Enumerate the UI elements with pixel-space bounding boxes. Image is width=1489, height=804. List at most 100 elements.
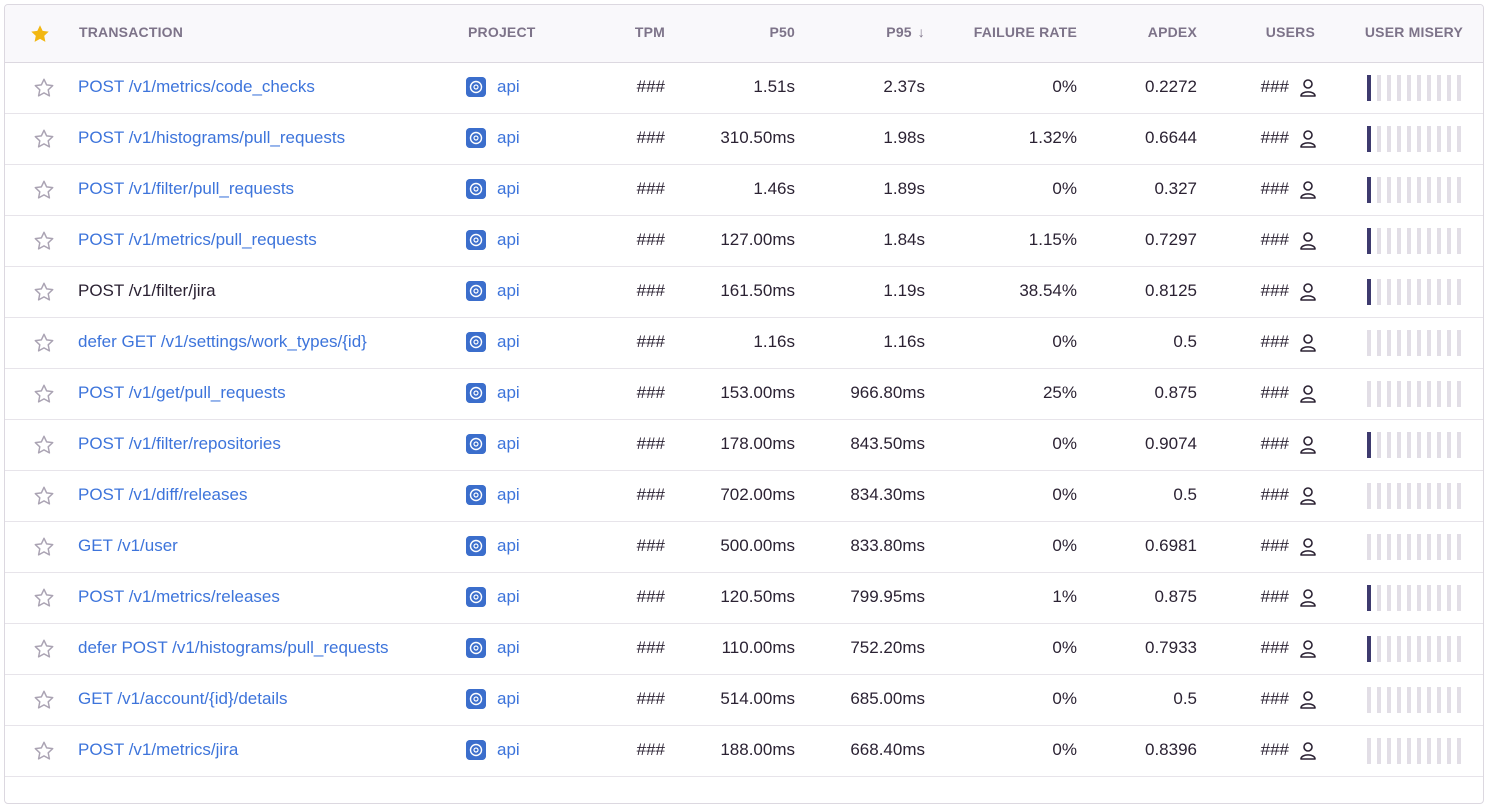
misery-segment xyxy=(1397,687,1401,713)
transaction-link[interactable]: POST /v1/filter/repositories xyxy=(78,434,281,453)
star-outline-icon[interactable] xyxy=(33,128,55,150)
misery-segment xyxy=(1407,75,1411,101)
misery-segment xyxy=(1447,738,1451,764)
failure-rate-value: 0% xyxy=(1052,332,1077,351)
tpm-value: ### xyxy=(636,740,665,759)
project-link[interactable]: api xyxy=(497,383,520,402)
user-misery-bar[interactable] xyxy=(1367,330,1465,356)
transaction-link[interactable]: POST /v1/get/pull_requests xyxy=(78,383,286,402)
project-link[interactable]: api xyxy=(497,587,520,606)
star-outline-icon[interactable] xyxy=(33,485,55,507)
misery-segment xyxy=(1417,738,1421,764)
star-outline-icon[interactable] xyxy=(33,587,55,609)
project-link[interactable]: api xyxy=(497,485,520,504)
star-outline-icon[interactable] xyxy=(33,230,55,252)
misery-segment xyxy=(1427,75,1431,101)
misery-segment xyxy=(1417,483,1421,509)
tpm-value: ### xyxy=(636,485,665,504)
misery-segment xyxy=(1407,738,1411,764)
star-outline-icon[interactable] xyxy=(33,638,55,660)
project-link[interactable]: api xyxy=(497,128,520,147)
user-icon xyxy=(1300,640,1316,658)
misery-segment xyxy=(1427,126,1431,152)
transaction-link[interactable]: POST /v1/metrics/pull_requests xyxy=(78,230,317,249)
user-misery-bar[interactable] xyxy=(1367,126,1465,152)
misery-segment xyxy=(1437,228,1441,254)
transaction-link[interactable]: defer GET /v1/settings/work_types/{id} xyxy=(78,332,367,351)
project-link[interactable]: api xyxy=(497,332,520,351)
header-apdex[interactable]: APDEX xyxy=(1147,24,1197,40)
user-misery-bar[interactable] xyxy=(1367,75,1465,101)
transaction-link[interactable]: POST /v1/histograms/pull_requests xyxy=(78,128,346,147)
project-link[interactable]: api xyxy=(497,281,520,300)
user-misery-bar[interactable] xyxy=(1367,534,1465,560)
project-link[interactable]: api xyxy=(497,77,520,96)
project-link[interactable]: api xyxy=(497,638,520,657)
project-link[interactable]: api xyxy=(497,689,520,708)
table-row: POST /v1/metrics/jira api ### 188.00ms 668.4… xyxy=(5,726,1483,777)
failure-rate-value: 0% xyxy=(1052,77,1077,96)
star-outline-icon[interactable] xyxy=(33,740,55,762)
user-misery-bar[interactable] xyxy=(1367,738,1465,764)
misery-segment xyxy=(1367,330,1371,356)
user-misery-bar[interactable] xyxy=(1367,687,1465,713)
misery-segment xyxy=(1427,483,1431,509)
project-link[interactable]: api xyxy=(497,434,520,453)
misery-segment xyxy=(1457,75,1461,101)
misery-segment xyxy=(1427,381,1431,407)
project-link[interactable]: api xyxy=(497,179,520,198)
header-tpm[interactable]: TPM xyxy=(634,24,665,40)
star-outline-icon[interactable] xyxy=(33,383,55,405)
project-link[interactable]: api xyxy=(497,230,520,249)
transaction-link[interactable]: GET /v1/account/{id}/details xyxy=(78,689,288,708)
star-outline-icon[interactable] xyxy=(33,536,55,558)
transaction-link[interactable]: POST /v1/diff/releases xyxy=(78,485,248,504)
transaction-link[interactable]: POST /v1/filter/jira xyxy=(78,281,216,300)
apdex-value: 0.5 xyxy=(1173,332,1197,351)
header-users[interactable]: USERS xyxy=(1265,24,1315,40)
misery-segment xyxy=(1367,483,1371,509)
misery-segment xyxy=(1447,75,1451,101)
header-project[interactable]: PROJECT xyxy=(468,24,536,40)
header-p95[interactable]: P95 ↓ xyxy=(805,5,925,62)
project-link[interactable]: api xyxy=(497,536,520,555)
star-outline-icon[interactable] xyxy=(33,434,55,456)
star-outline-icon[interactable] xyxy=(33,77,55,99)
user-misery-bar[interactable] xyxy=(1367,585,1465,611)
user-misery-bar[interactable] xyxy=(1367,228,1465,254)
header-p50[interactable]: P50 xyxy=(769,24,795,40)
star-outline-icon[interactable] xyxy=(33,179,55,201)
transaction-link[interactable]: defer POST /v1/histograms/pull_requests xyxy=(78,638,389,657)
misery-segment xyxy=(1417,381,1421,407)
project-platform-icon xyxy=(466,485,486,505)
transaction-link[interactable]: POST /v1/metrics/code_checks xyxy=(78,77,315,96)
user-misery-bar[interactable] xyxy=(1367,177,1465,203)
header-transaction[interactable]: TRANSACTION xyxy=(79,24,184,40)
user-misery-bar[interactable] xyxy=(1367,432,1465,458)
header-user-misery[interactable]: USER MISERY xyxy=(1364,24,1463,40)
user-misery-bar[interactable] xyxy=(1367,381,1465,407)
transactions-table: TRANSACTION PROJECT TPM P50 P95 ↓ FAILURE… xyxy=(4,4,1484,804)
header-failure-rate[interactable]: FAILURE RATE xyxy=(973,24,1077,40)
user-icon xyxy=(1300,385,1316,403)
star-outline-icon[interactable] xyxy=(33,281,55,303)
misery-segment xyxy=(1397,126,1401,152)
transaction-link[interactable]: POST /v1/metrics/jira xyxy=(78,740,239,759)
transaction-link[interactable]: GET /v1/user xyxy=(78,536,178,555)
users-value: ### xyxy=(1260,281,1289,300)
misery-segment xyxy=(1457,330,1461,356)
star-outline-icon[interactable] xyxy=(33,689,55,711)
star-outline-icon[interactable] xyxy=(33,332,55,354)
misery-segment xyxy=(1457,381,1461,407)
user-misery-bar[interactable] xyxy=(1367,483,1465,509)
transaction-link[interactable]: POST /v1/metrics/releases xyxy=(78,587,280,606)
user-misery-bar[interactable] xyxy=(1367,636,1465,662)
misery-segment xyxy=(1427,534,1431,560)
star-filled-icon[interactable] xyxy=(29,23,51,45)
misery-segment xyxy=(1457,687,1461,713)
transaction-link[interactable]: POST /v1/filter/pull_requests xyxy=(78,179,295,198)
users-value: ### xyxy=(1260,536,1289,555)
project-link[interactable]: api xyxy=(497,740,520,759)
user-misery-bar[interactable] xyxy=(1367,279,1465,305)
misery-segment xyxy=(1367,75,1371,101)
